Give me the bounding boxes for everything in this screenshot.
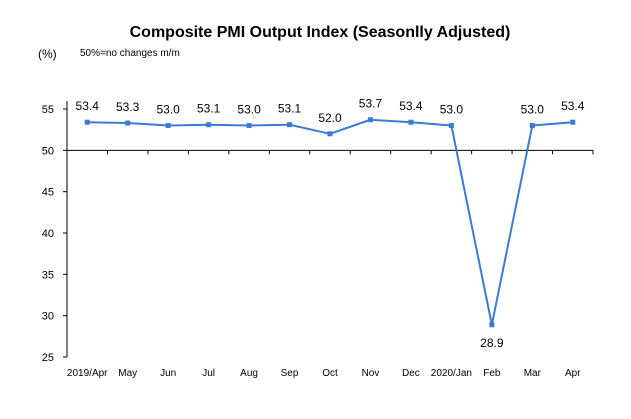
y-tick-label: 30 — [42, 311, 54, 323]
x-tick-label: Sep — [281, 368, 299, 379]
data-label: 53.4 — [561, 99, 585, 113]
x-tick-label: Nov — [362, 368, 380, 379]
y-tick-label: 50 — [42, 145, 54, 157]
data-point-marker — [165, 123, 171, 129]
x-tick-label: Jun — [160, 368, 176, 379]
y-axis-unit-label: (%) — [38, 47, 57, 61]
data-point-marker — [206, 122, 212, 128]
data-label: 53.1 — [197, 102, 221, 116]
data-point-marker — [570, 119, 576, 125]
data-point-marker — [529, 123, 535, 129]
y-tick-label: 25 — [42, 352, 54, 364]
data-point-marker — [84, 119, 90, 125]
data-point-marker — [367, 117, 373, 123]
x-tick-label: May — [118, 368, 137, 379]
data-label: 53.0 — [440, 103, 464, 117]
x-axis-ticks: 2019/Apr May Jun Jul Aug Sep Oct Nov Dec 2020/Jan… — [66, 150, 594, 379]
data-point-marker — [448, 123, 454, 129]
data-label: 53.4 — [76, 99, 100, 113]
data-point-marker — [246, 123, 252, 129]
data-point-marker — [287, 122, 293, 128]
x-tick-label: Feb — [483, 368, 501, 379]
data-label: 53.0 — [237, 103, 261, 117]
x-tick-label: Aug — [240, 368, 258, 379]
x-tick-label: 2020/Jan — [431, 368, 472, 379]
y-axis-ticks: 25 30 35 40 45 50 55 — [42, 104, 67, 364]
data-label: 53.3 — [116, 100, 140, 114]
y-tick-label: 40 — [42, 228, 54, 240]
data-label: 53.7 — [359, 97, 383, 111]
y-tick-label: 55 — [42, 104, 54, 116]
series-layer: 53.4 53.3 53.0 53.1 53.0 53.1 52.0 53.7 53.4 53.0… — [76, 97, 585, 350]
data-point-marker — [327, 131, 333, 137]
data-label: 28.9 — [480, 336, 504, 350]
baseline-note: 50%=no changes m/m — [80, 48, 180, 59]
data-label: 53.0 — [156, 103, 180, 117]
data-label: 53.0 — [521, 103, 545, 117]
data-point-marker — [408, 119, 414, 125]
y-tick-label: 35 — [42, 269, 54, 281]
data-point-marker — [489, 322, 495, 328]
data-label: 52.0 — [318, 111, 342, 125]
y-tick-label: 45 — [42, 187, 54, 199]
x-tick-label: 2019/Apr — [67, 368, 108, 379]
chart-title: Composite PMI Output Index (Seasonlly Ad… — [130, 24, 511, 41]
x-tick-label: Oct — [322, 368, 338, 379]
x-tick-label: Mar — [524, 368, 542, 379]
x-tick-label: Dec — [402, 368, 420, 379]
data-label: 53.4 — [399, 99, 423, 113]
x-tick-label: Apr — [565, 368, 581, 379]
x-tick-label: Jul — [202, 368, 215, 379]
data-point-marker — [125, 120, 131, 126]
data-label: 53.1 — [278, 102, 302, 116]
